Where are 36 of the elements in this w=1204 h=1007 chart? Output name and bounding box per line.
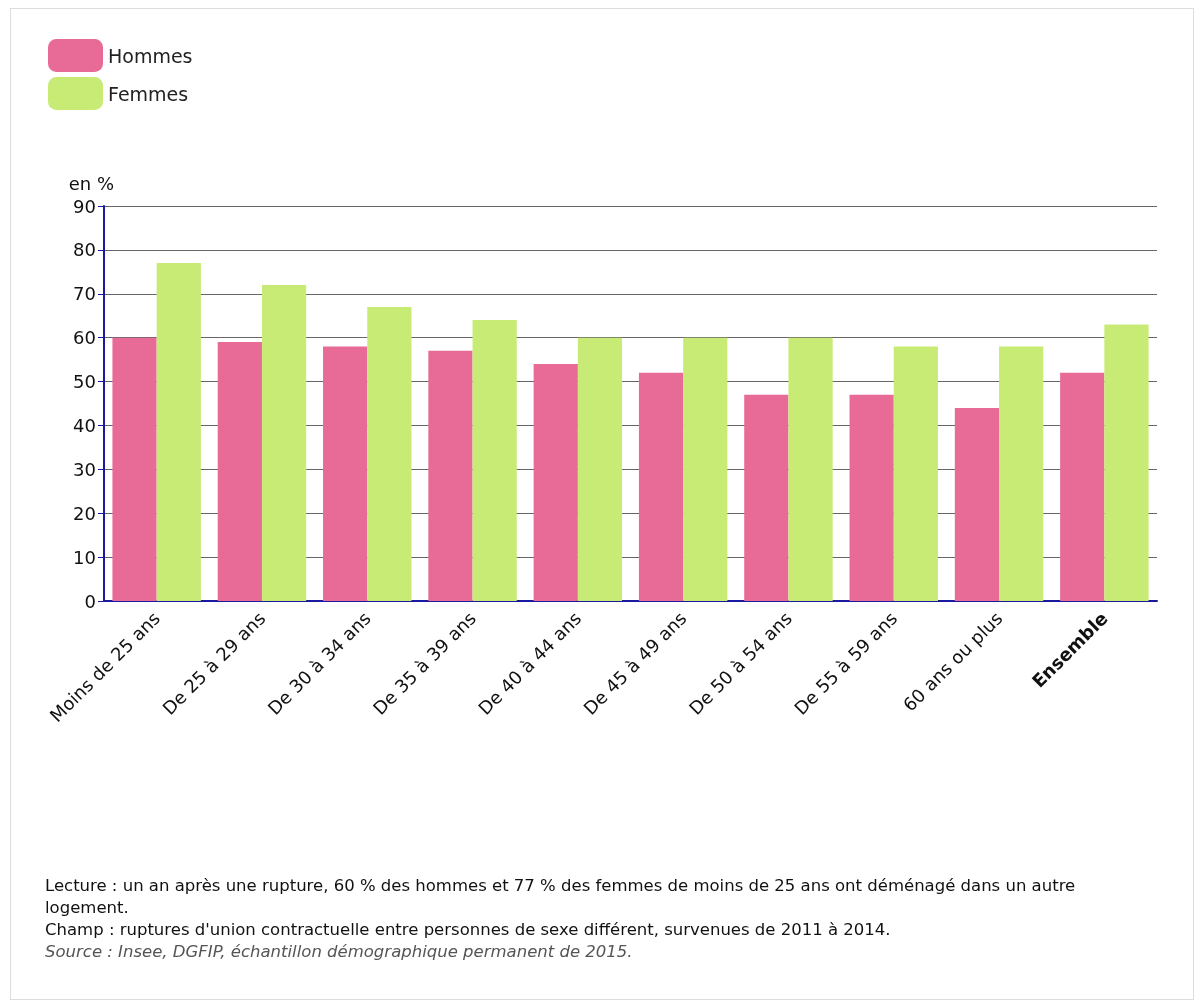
bar	[1104, 324, 1149, 601]
source-note: Source : Insee, DGFIP, échantillon démographique permanent de 2015.	[45, 941, 634, 963]
bar	[323, 346, 368, 601]
bar	[1060, 372, 1105, 601]
bar	[788, 337, 833, 601]
text: Lecture : un an après une rupture, 60 % des hommes et 77 % des femmes de moins de 25 ans ont déménagé dans un autre logement.	[45, 875, 1077, 919]
bar	[849, 394, 894, 601]
legend-label: Hommes	[108, 44, 193, 67]
y-tick-label: 30	[73, 458, 96, 480]
bar	[156, 263, 201, 601]
bar	[683, 337, 728, 601]
bar	[472, 320, 517, 601]
legend-label: Femmes	[108, 82, 189, 105]
bar	[261, 285, 307, 601]
bar	[999, 346, 1044, 601]
bar	[577, 337, 623, 601]
y-tick-label: 40	[73, 414, 96, 436]
bar	[893, 346, 938, 601]
y-tick-label: 70	[73, 283, 96, 305]
bar	[533, 364, 578, 601]
bar	[217, 342, 262, 601]
bar	[367, 306, 412, 601]
bar	[744, 394, 789, 601]
y-tick-label: 60	[73, 327, 96, 349]
y-tick-label: 50	[73, 371, 96, 393]
bar	[428, 350, 473, 601]
y-tick-label: 10	[73, 546, 96, 568]
text: Champ : ruptures d'union contractuelle entre personnes de sexe différent, survenues de 2011 à 2014.	[45, 919, 892, 941]
bar	[112, 337, 157, 601]
bar	[638, 372, 684, 601]
y-tick-label: 20	[73, 502, 96, 524]
y-tick-label: 0	[84, 590, 96, 612]
bar	[954, 407, 1000, 601]
y-tick-label: 90	[73, 195, 96, 217]
y-axis-title: en %	[68, 172, 114, 194]
y-tick-label: 80	[73, 239, 96, 261]
